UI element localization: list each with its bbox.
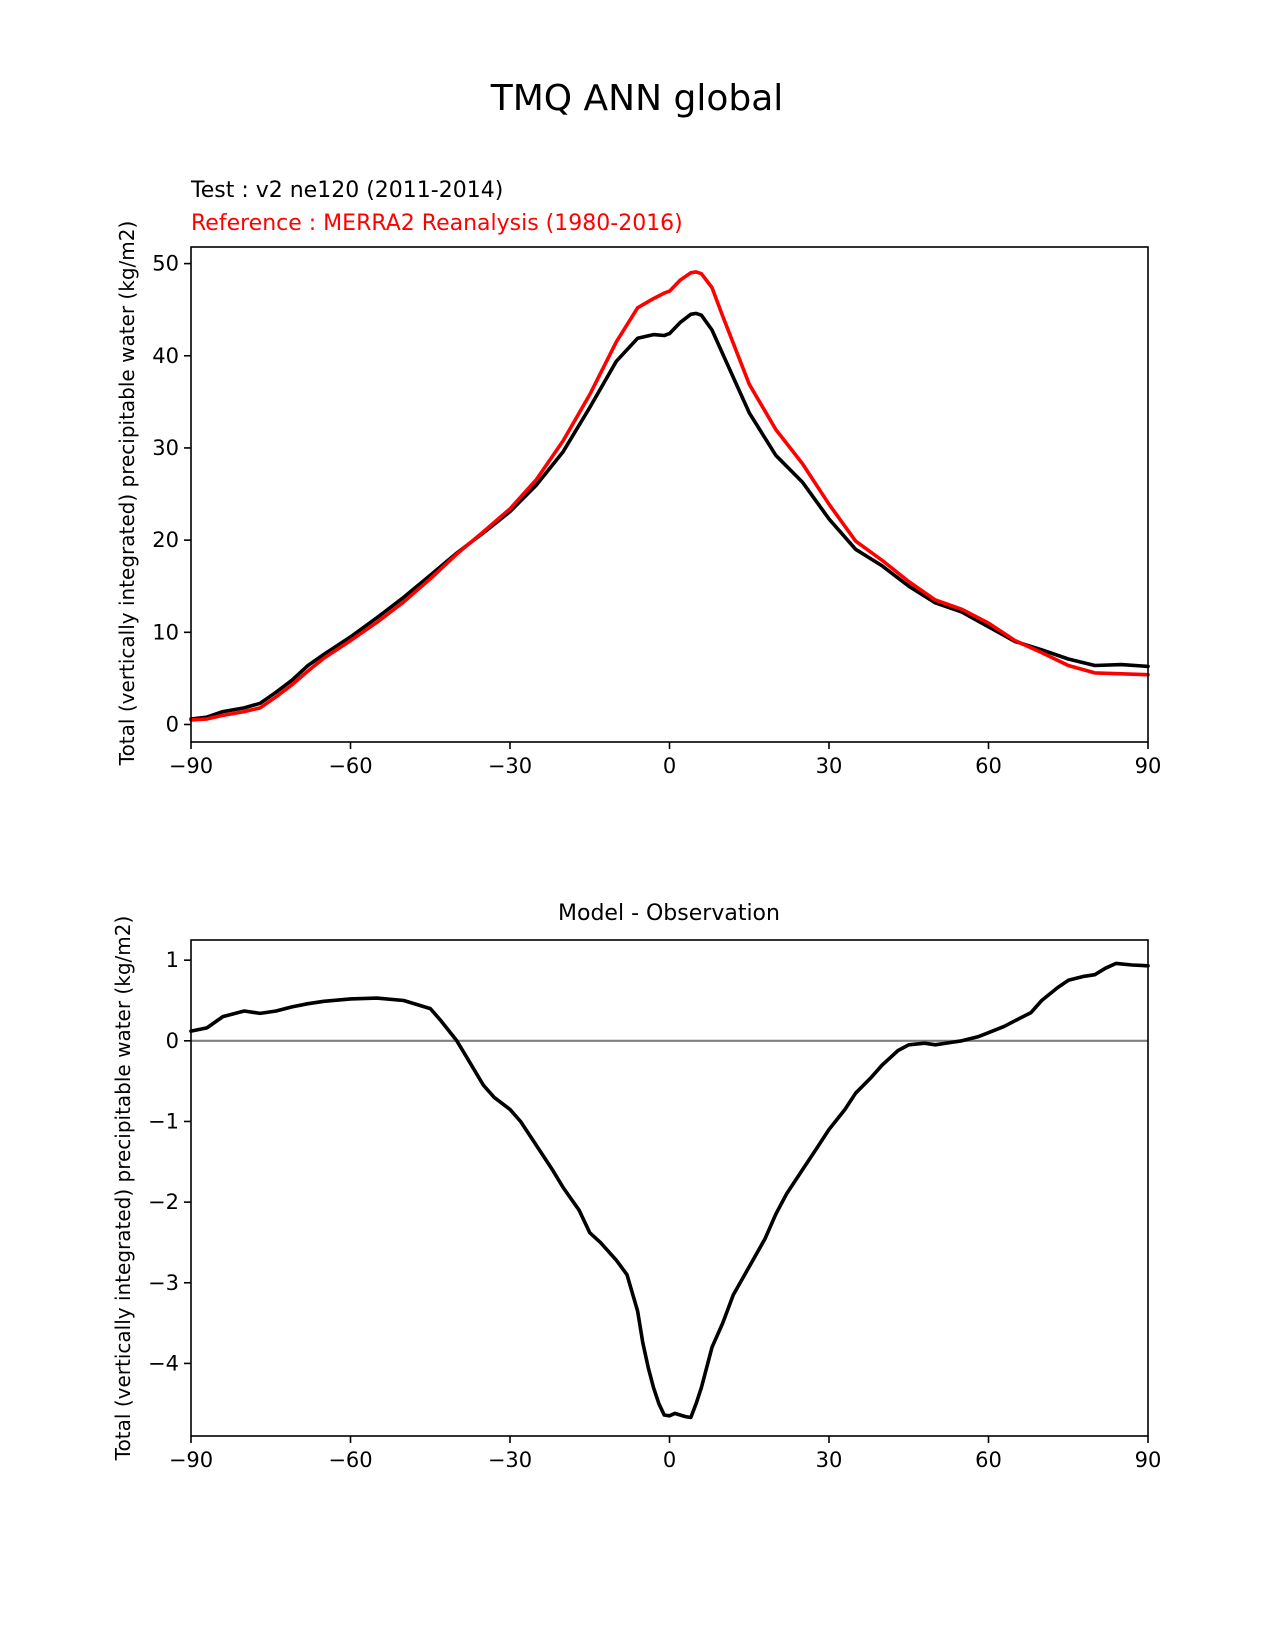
x-tick-label: −60 [328,1448,372,1472]
y-tick-label: 50 [152,252,179,276]
y-tick-label: 0 [166,712,179,736]
x-tick-label: 0 [663,1448,676,1472]
x-tick-label: −90 [169,1448,213,1472]
y-tick-label: −3 [148,1271,179,1295]
x-tick-label: −30 [488,754,532,778]
x-tick-label: −30 [488,1448,532,1472]
x-tick-label: −60 [328,754,372,778]
top-plot-area: −90 −60 −30 0 30 60 90 0 10 20 30 40 50 [152,246,1162,778]
y-tick-label: 20 [152,528,179,552]
y-tick-label: 10 [152,620,179,644]
y-tick-label: 1 [166,948,179,972]
series-line-reference [189,270,1150,722]
figure-title: TMQ ANN global [490,78,784,119]
x-tick-label: 90 [1135,1448,1162,1472]
x-tick-label: 60 [975,754,1002,778]
y-tick-label: 0 [166,1029,179,1053]
test-label: Test : v2 ne120 (2011-2014) [190,178,503,203]
y-tick-label: −4 [148,1351,179,1375]
bottom-ylabel: Total (vertically integrated) precipitab… [111,916,135,1462]
plot-frame [190,939,1149,1437]
x-tick-label: 30 [816,1448,843,1472]
x-tick-label: 90 [1135,754,1162,778]
plot-frame [190,246,1149,743]
x-tick-label: 0 [663,754,676,778]
series-line-diff [189,961,1150,1420]
bottom-plot-area: −90 −60 −30 0 30 60 90 −4 −3 −2 −1 0 1 [148,939,1162,1472]
x-tick-label: 30 [816,754,843,778]
series-line-test [189,311,1150,721]
x-tick-label: 60 [975,1448,1002,1472]
x-tick-label: −90 [169,754,213,778]
y-tick-label: 30 [152,436,179,460]
reference-label: Reference : MERRA2 Reanalysis (1980-2016… [191,211,683,236]
y-tick-label: 40 [152,344,179,368]
bottom-title: Model - Observation [558,901,780,926]
y-tick-label: −2 [148,1190,179,1214]
top-ylabel: Total (vertically integrated) precipitab… [115,221,139,767]
y-tick-label: −1 [148,1109,179,1133]
